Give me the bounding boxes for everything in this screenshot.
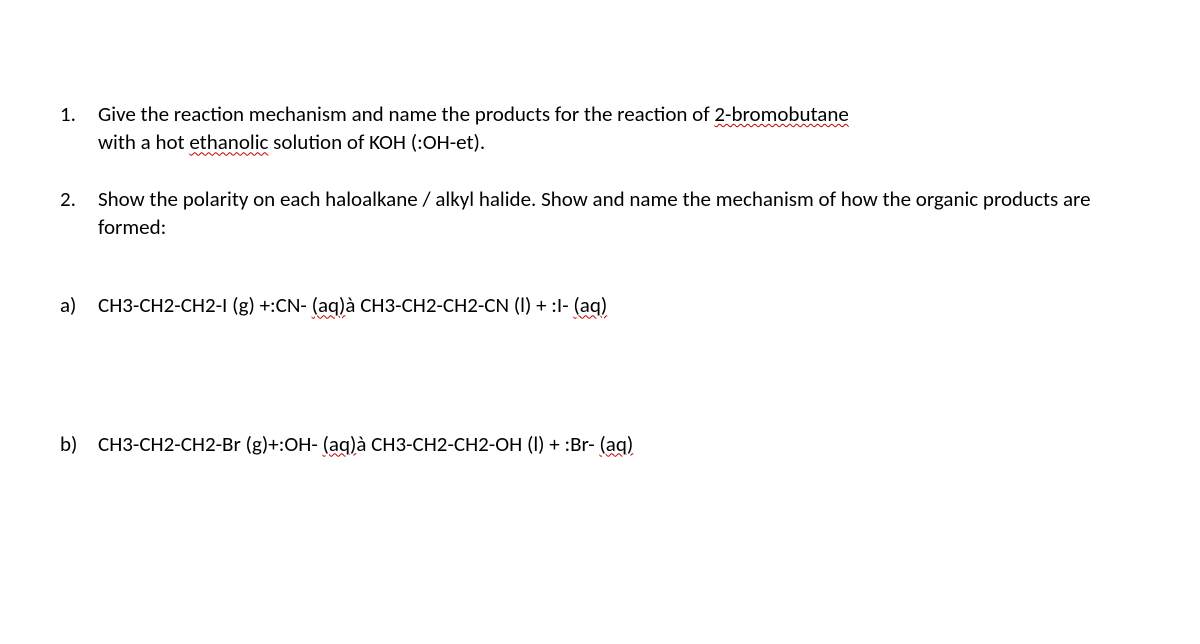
q1-text-part: Give the reaction mechanism and name the…	[98, 101, 714, 127]
equation-part: à CH3-CH2-CH2-OH (l) + :Br-	[356, 431, 599, 457]
equation-part: CH3-CH2-CH2-I (g) +:CN-	[98, 292, 312, 318]
spellcheck-underline: ethanolic	[189, 129, 268, 155]
question-number: 1.	[60, 100, 98, 157]
equation-part: CH3-CH2-CH2-Br (g)+:OH-	[98, 431, 323, 457]
question-body: Give the reaction mechanism and name the…	[98, 100, 1140, 157]
subpart-text: CH3-CH2-CH2-I (g) +:CN- (aq)à CH3-CH2-CH…	[98, 291, 1140, 319]
equation-part: à CH3-CH2-CH2-CN (l) + :I-	[345, 292, 573, 318]
spellcheck-underline: (aq)	[312, 292, 346, 318]
spellcheck-underline: 2-bromobutane	[714, 101, 848, 127]
spellcheck-underline: (aq)	[323, 431, 357, 457]
question-1: 1. Give the reaction mechanism and name …	[60, 100, 1140, 157]
subpart-text: CH3-CH2-CH2-Br (g)+:OH- (aq)à CH3-CH2-CH…	[98, 430, 1140, 458]
document-page: 1. Give the reaction mechanism and name …	[0, 0, 1200, 498]
question-2: 2. Show the polarity on each haloalkane …	[60, 185, 1140, 242]
spellcheck-underline: (aq)	[573, 292, 607, 318]
question-body: Show the polarity on each haloalkane / a…	[98, 185, 1140, 242]
question-list: 1. Give the reaction mechanism and name …	[60, 100, 1140, 241]
subpart-label: b)	[60, 430, 98, 458]
q1-text-part: with a hot	[98, 129, 189, 155]
subpart-b: b) CH3-CH2-CH2-Br (g)+:OH- (aq)à CH3-CH2…	[60, 430, 1140, 458]
subpart-label: a)	[60, 291, 98, 319]
spellcheck-underline: (aq)	[599, 431, 633, 457]
subpart-a: a) CH3-CH2-CH2-I (g) +:CN- (aq)à CH3-CH2…	[60, 291, 1140, 319]
question-number: 2.	[60, 185, 98, 242]
q1-text-part: solution of KOH (:OH-et).	[268, 129, 485, 155]
